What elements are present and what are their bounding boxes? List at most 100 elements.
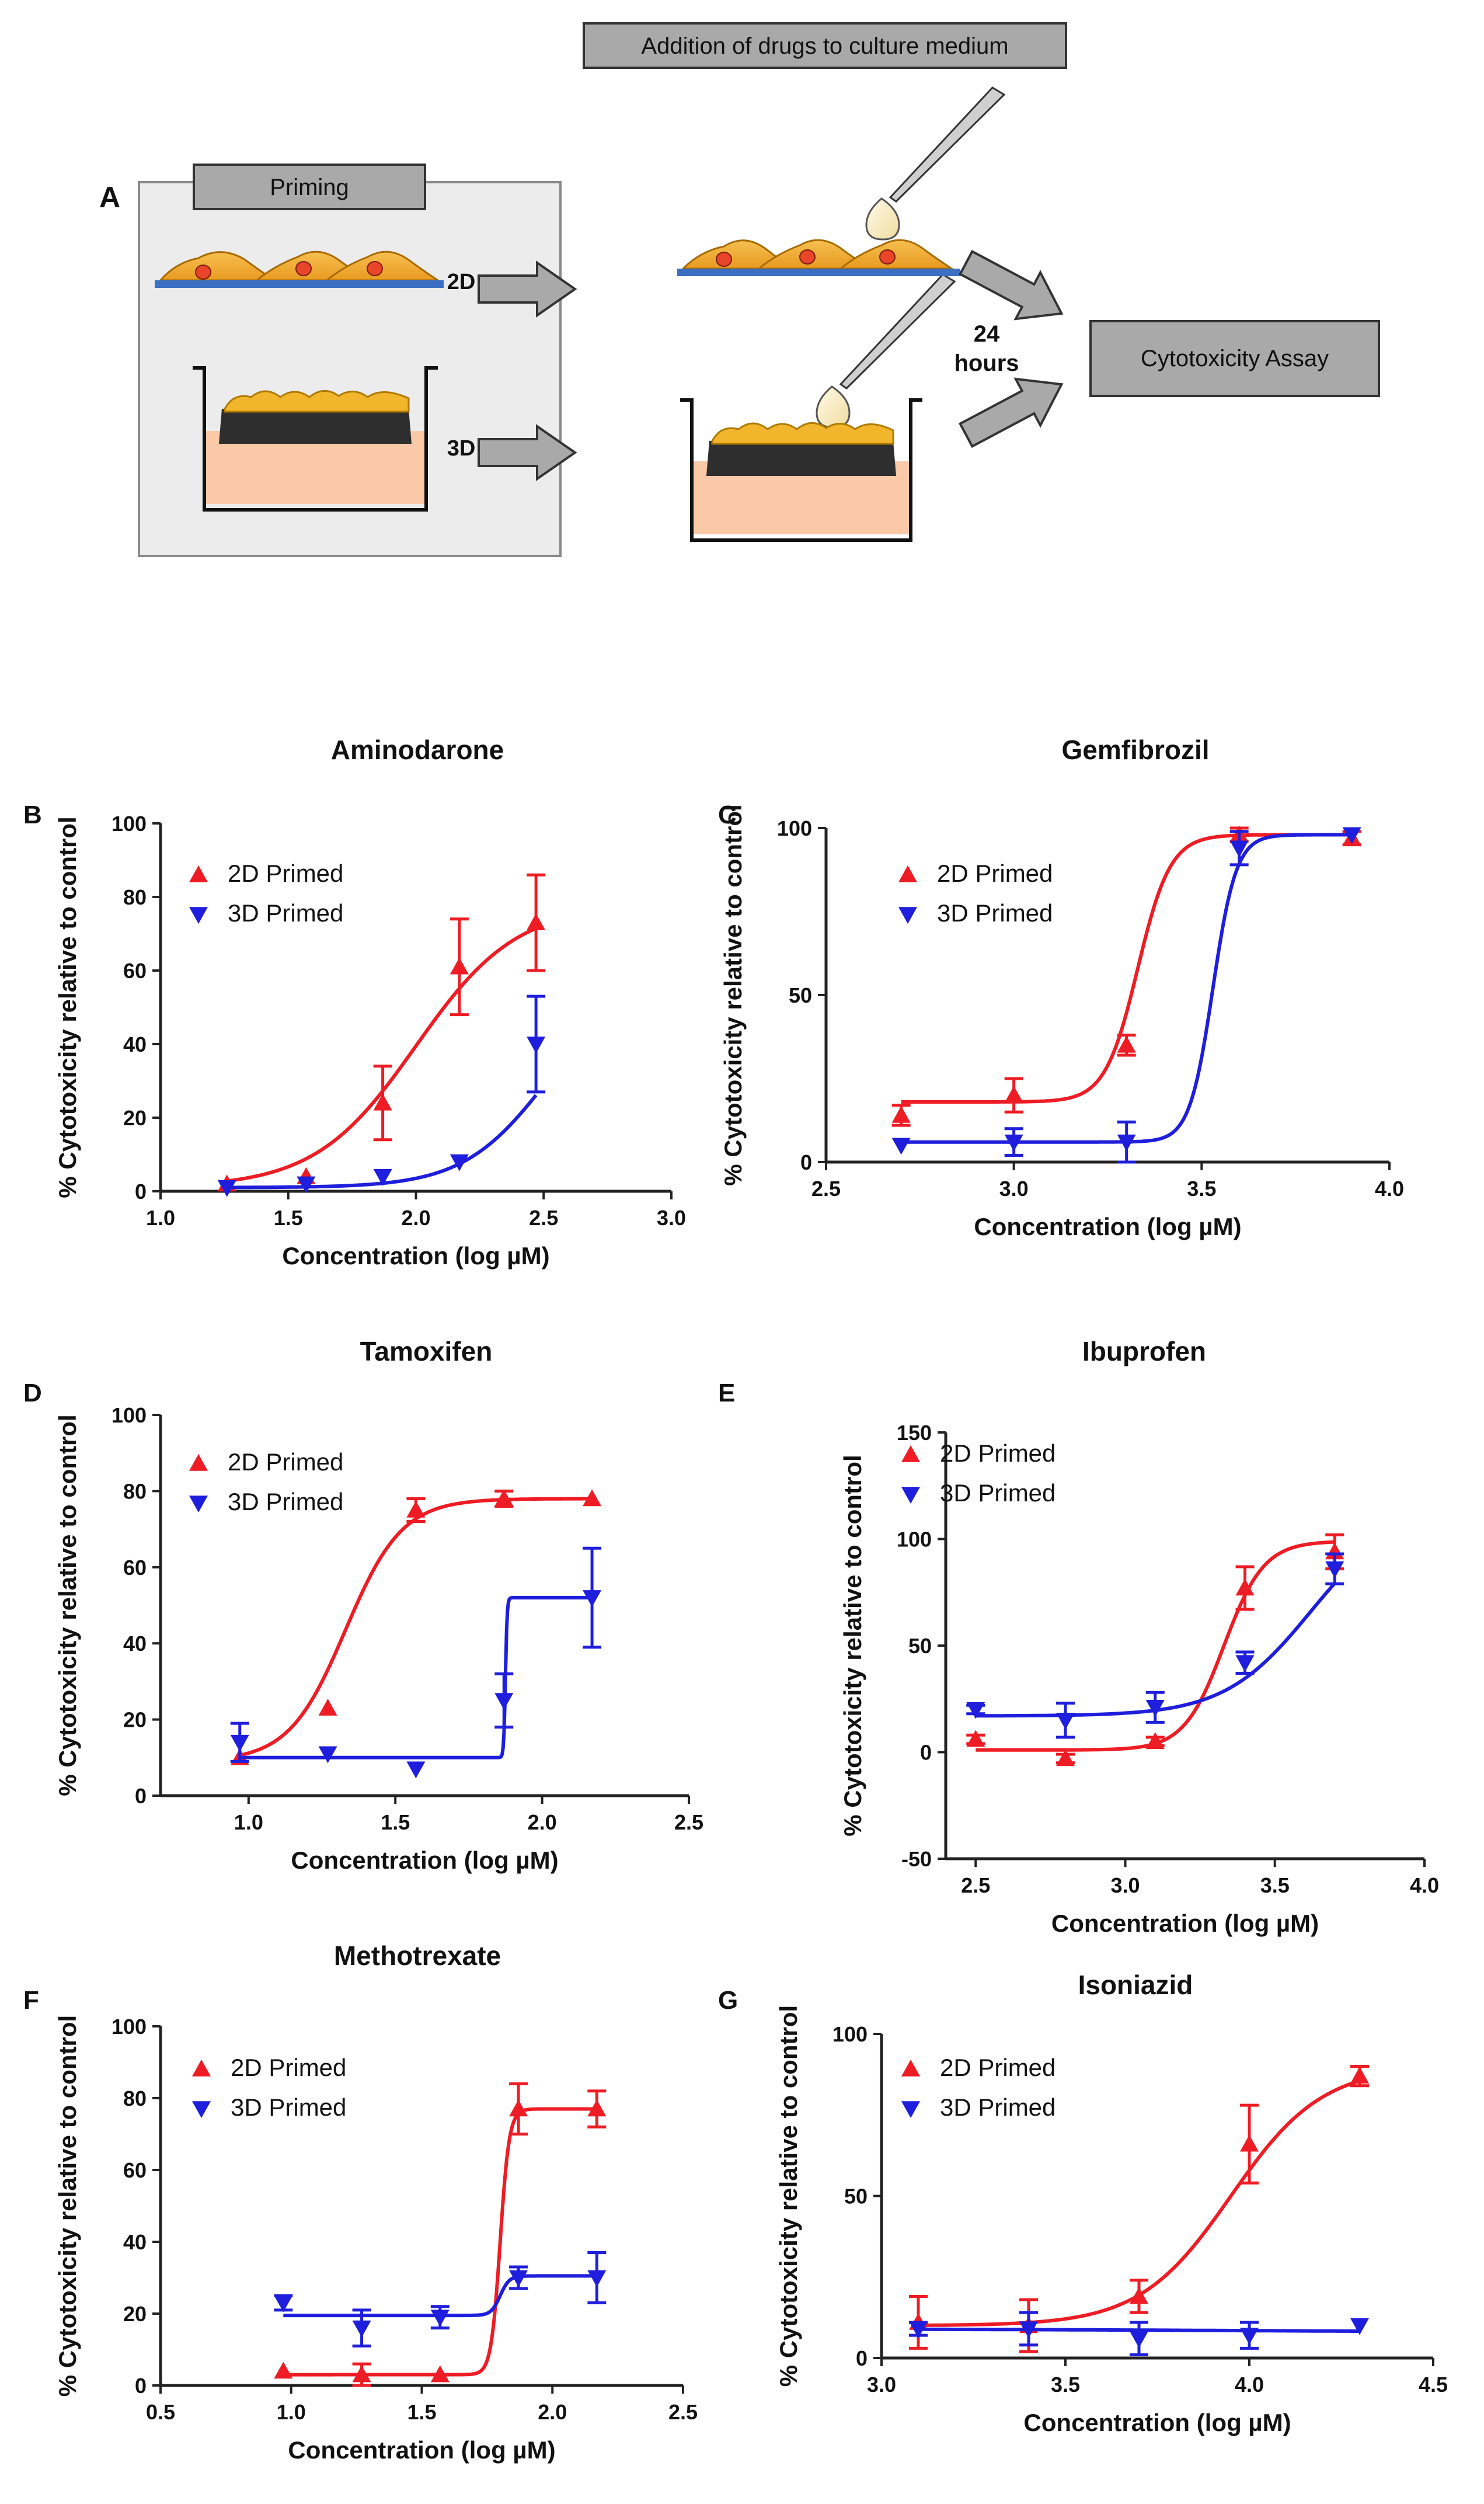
- x-tick-label: 2.0: [401, 1206, 430, 1230]
- label-2d: 2D: [447, 270, 476, 294]
- addition-label: Addition of drugs to culture medium: [641, 33, 1008, 59]
- panel-label-g: G: [718, 1986, 738, 2015]
- legend-marker: [189, 907, 208, 924]
- hours-unit: hours: [954, 350, 1019, 376]
- y-axis-label: % Cytotoxicity relative to control: [719, 804, 747, 1185]
- culture-2d-left: [155, 251, 444, 288]
- y-tick-label: 60: [123, 1556, 147, 1580]
- y-tick-label: 100: [897, 1528, 932, 1552]
- series-2d-primed: 2D Primed: [891, 825, 1361, 1127]
- legend-label: 2D Primed: [228, 1448, 343, 1476]
- chart-title: Gemfibrozil: [1061, 735, 1209, 765]
- chart-methotrexate: F Methotrexate 0.5 1.0 1.5 2.0 2.5 0 20 40 60 80 100…: [23, 1940, 698, 2464]
- data-point: [1019, 2321, 1038, 2339]
- y-tick-label: 40: [123, 1632, 147, 1656]
- data-point: [373, 1169, 392, 1186]
- data-point: [494, 1693, 514, 1710]
- y-tick-label: 100: [112, 1403, 147, 1427]
- y-tick-label: 100: [832, 2022, 868, 2046]
- series-2d-primed: 2D Primed: [189, 860, 546, 1192]
- x-tick-label: 3.0: [657, 1206, 686, 1230]
- legend-label: 2D Primed: [940, 1439, 1055, 1467]
- series-2d-primed: 2D Primed: [192, 2054, 607, 2387]
- y-tick-label: 100: [112, 812, 147, 836]
- priming-label: Priming: [270, 175, 349, 200]
- data-point: [352, 2320, 371, 2338]
- data-point: [1240, 2328, 1259, 2345]
- data-point: [966, 1702, 985, 1719]
- x-axis-label: Concentration (log µM): [1051, 1910, 1319, 1937]
- chart-title: Tamoxifen: [360, 1336, 493, 1366]
- legend-marker: [189, 1496, 208, 1512]
- y-tick-label: 80: [123, 885, 147, 909]
- y-tick-label: 20: [123, 1106, 147, 1130]
- chart-title: Ibuprofen: [1082, 1336, 1206, 1366]
- x-tick-label: 2.5: [811, 1177, 841, 1201]
- data-point: [1350, 2318, 1369, 2335]
- y-tick-label: 0: [135, 1784, 147, 1808]
- legend-label: 3D Primed: [940, 2093, 1055, 2121]
- data-point: [509, 2099, 528, 2117]
- fit-curve: [283, 2107, 597, 2377]
- arrow-down-right: [958, 249, 1064, 321]
- legend-marker: [189, 865, 208, 882]
- legend-marker: [189, 1454, 208, 1471]
- chart-ibuprofen: E Ibuprofen 2.5 3.0 3.5 4.0 -50 0 50 100 150 Concen…: [718, 1336, 1439, 1937]
- data-point: [891, 1138, 911, 1155]
- y-tick-label: 50: [908, 1634, 932, 1658]
- legend-marker: [901, 1487, 920, 1504]
- data-point: [1056, 1712, 1075, 1730]
- series-3d-primed: 3D Primed: [189, 1488, 602, 1779]
- data-point: [909, 2321, 928, 2339]
- x-tick-label: 4.5: [1419, 2373, 1448, 2397]
- series-2d-primed: 2D Primed: [901, 1439, 1344, 1766]
- x-axis-label: Concentration (log µM): [291, 1846, 558, 1874]
- x-tick-label: 2.5: [674, 1810, 703, 1834]
- chart-gemfibrozil: C Gemfibrozil 2.5 3.0 3.5 4.0 0 50 100 Concentrat…: [718, 735, 1404, 1240]
- y-tick-label: 0: [135, 2374, 147, 2398]
- y-tick-label: 40: [123, 2230, 147, 2254]
- x-tick-label: 3.5: [1051, 2373, 1080, 2397]
- legend-marker: [192, 2060, 211, 2077]
- legend-label: 3D Primed: [228, 1488, 343, 1515]
- y-tick-label: 20: [123, 1708, 147, 1732]
- priming-label-box: [193, 164, 426, 210]
- x-axis-label: Concentration (log µM): [974, 1213, 1241, 1240]
- series-3d-primed: 3D Primed: [891, 827, 1361, 1164]
- data-point: [406, 1501, 426, 1518]
- y-axis-label: % Cytotoxicity relative to control: [54, 1414, 81, 1796]
- series-3d-primed: 3D Primed: [901, 1479, 1344, 1739]
- panel-label-a: A: [99, 181, 120, 214]
- y-tick-label: 0: [920, 1741, 932, 1765]
- pipette-top: [865, 86, 1006, 241]
- data-point: [527, 1037, 546, 1053]
- chart-tamoxifen: D Tamoxifen 1.0 1.5 2.0 2.5 0 20 40 60 80 100 Concen…: [23, 1336, 703, 1874]
- legend-marker: [901, 2101, 920, 2118]
- y-tick-label: 50: [789, 983, 812, 1007]
- legend-label: 2D Primed: [231, 2054, 346, 2081]
- legend-marker: [192, 2101, 211, 2118]
- data-point: [1056, 1749, 1075, 1766]
- x-tick-label: 4.0: [1375, 1177, 1404, 1201]
- data-point: [1117, 1035, 1136, 1053]
- fit-curve: [239, 1596, 593, 1759]
- data-point: [230, 1734, 249, 1752]
- data-point: [352, 2365, 371, 2383]
- data-point: [891, 1105, 911, 1123]
- panel-label-e: E: [718, 1379, 735, 1407]
- x-tick-label: 4.0: [1235, 2373, 1264, 2397]
- y-axis-label: % Cytotoxicity relative to control: [775, 2005, 802, 2387]
- x-tick-label: 1.0: [277, 2400, 306, 2424]
- x-tick-label: 3.5: [1187, 1177, 1216, 1201]
- y-tick-label: 150: [897, 1421, 932, 1445]
- y-tick-label: 60: [123, 959, 147, 983]
- arrow-up-right: [958, 377, 1064, 448]
- data-point: [450, 1154, 469, 1171]
- data-point: [274, 2362, 293, 2379]
- data-point: [1145, 1732, 1165, 1750]
- data-point: [1342, 827, 1361, 844]
- data-point: [406, 1761, 426, 1779]
- data-point: [430, 2310, 450, 2327]
